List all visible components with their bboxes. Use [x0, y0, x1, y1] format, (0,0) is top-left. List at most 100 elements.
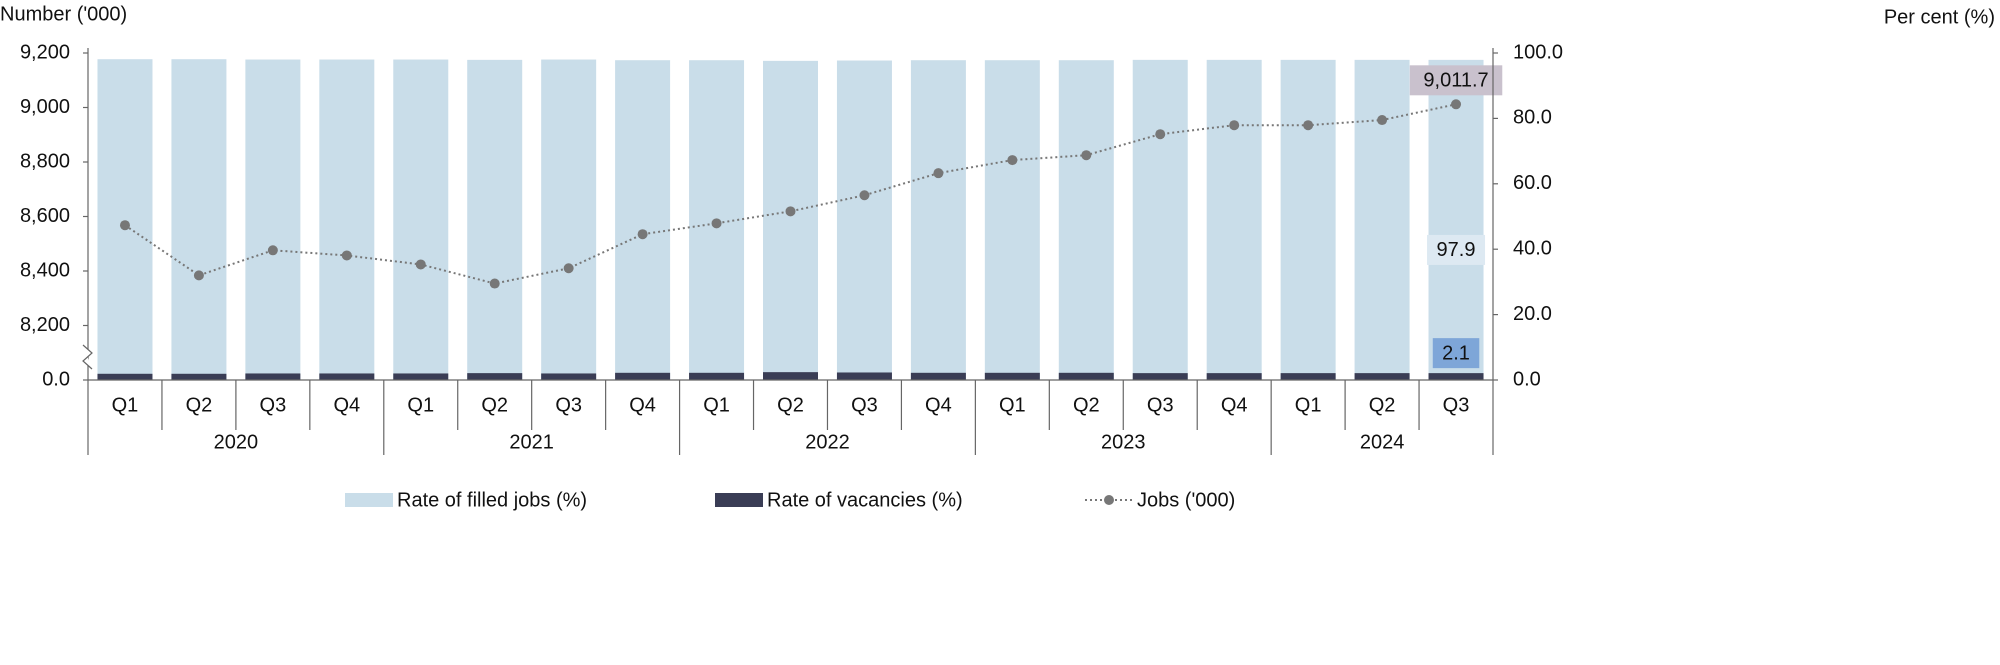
- bar: [319, 373, 375, 380]
- point: [637, 229, 648, 240]
- axis-break: [82, 344, 93, 370]
- point: [933, 168, 944, 179]
- bar: [467, 373, 523, 380]
- point: [711, 218, 722, 229]
- point: [119, 220, 130, 231]
- bar: [763, 372, 818, 380]
- x-tick-label: Q2: [1073, 394, 1100, 416]
- x-group-label: 2024: [1360, 431, 1405, 453]
- legend-swatch: [345, 493, 393, 507]
- legend-marker: [1104, 495, 1114, 505]
- point: [563, 263, 574, 274]
- y-tick-label: 8,800: [20, 150, 70, 172]
- point: [859, 190, 870, 201]
- point: [1007, 155, 1018, 166]
- x-tick-label: Q3: [1147, 394, 1174, 416]
- bar: [1058, 372, 1114, 380]
- y-tick-label: 8,400: [20, 259, 70, 281]
- x-tick-label: Q2: [481, 394, 508, 416]
- bar: [171, 59, 227, 380]
- bar: [763, 60, 818, 381]
- x-tick-label: Q2: [1369, 394, 1396, 416]
- bar: [1206, 373, 1262, 380]
- bar: [910, 60, 966, 380]
- x-tick-label: Q1: [999, 394, 1026, 416]
- point: [415, 259, 426, 270]
- y-tick-label: 8,200: [20, 314, 70, 336]
- bar: [1058, 60, 1114, 380]
- bar: [393, 373, 449, 380]
- point: [1377, 115, 1388, 126]
- data-label: 9,011.7: [1423, 70, 1488, 92]
- bar: [467, 59, 523, 380]
- data-label: 2.1: [1442, 342, 1470, 364]
- bar: [615, 60, 671, 380]
- y2-tick-label: 80.0: [1513, 107, 1552, 129]
- y2-tick-label: 60.0: [1513, 172, 1552, 194]
- bar: [541, 59, 597, 380]
- legend-swatch: [715, 493, 763, 507]
- point: [1229, 120, 1240, 131]
- x-group-label: 2021: [509, 431, 554, 453]
- point: [341, 250, 352, 261]
- x-tick-label: Q2: [186, 394, 213, 416]
- y-tick-label: 9,000: [20, 96, 70, 118]
- y2-tick-label: 0.0: [1513, 368, 1541, 390]
- point: [1081, 150, 1092, 161]
- bar: [689, 372, 745, 380]
- bar: [1428, 373, 1484, 380]
- bar: [541, 373, 597, 380]
- x-tick-label: Q1: [407, 394, 434, 416]
- x-tick-label: Q4: [925, 394, 952, 416]
- legend-label: Rate of vacancies (%): [767, 489, 963, 511]
- y-tick-label: 9,200: [20, 41, 70, 63]
- x-tick-label: Q4: [1221, 394, 1248, 416]
- bar: [984, 372, 1040, 380]
- bar: [97, 59, 153, 380]
- data-label-box: [1427, 234, 1486, 265]
- y2-axis-title: Per cent (%): [1884, 6, 1995, 28]
- y2-tick-label: 20.0: [1513, 303, 1552, 325]
- y-axis-title: Number ('000): [0, 3, 127, 25]
- x-tick-label: Q3: [260, 394, 287, 416]
- point: [1155, 129, 1166, 140]
- bar: [1354, 59, 1410, 380]
- x-tick-label: Q3: [555, 394, 582, 416]
- x-tick-label: Q1: [703, 394, 730, 416]
- bar: [1132, 59, 1188, 380]
- x-tick-label: Q4: [333, 394, 360, 416]
- bar: [910, 372, 966, 380]
- point: [1303, 120, 1314, 131]
- y-tick-label: 8,600: [20, 205, 70, 227]
- bar: [171, 373, 227, 380]
- x-tick-label: Q2: [777, 394, 804, 416]
- bar: [1428, 59, 1484, 380]
- bar: [615, 372, 671, 380]
- x-group-label: 2020: [214, 431, 259, 453]
- bar: [245, 373, 301, 380]
- point: [193, 270, 204, 281]
- legend-label: Rate of filled jobs (%): [397, 489, 587, 511]
- bar: [1280, 373, 1336, 380]
- bar: [1132, 373, 1188, 380]
- bar: [393, 59, 449, 380]
- y2-tick-label: 40.0: [1513, 237, 1552, 259]
- data-label-box: [1409, 65, 1503, 96]
- point: [1451, 99, 1462, 110]
- bar: [245, 59, 301, 380]
- point: [267, 245, 278, 256]
- x-tick-label: Q3: [851, 394, 878, 416]
- x-tick-label: Q4: [629, 394, 656, 416]
- x-group-label: 2022: [805, 431, 850, 453]
- x-group-label: 2023: [1101, 431, 1146, 453]
- x-tick-label: Q1: [1295, 394, 1322, 416]
- bar: [1354, 373, 1410, 380]
- bar: [1280, 59, 1336, 380]
- bar: [836, 372, 892, 380]
- bar: [97, 373, 153, 380]
- bar: [1206, 59, 1262, 380]
- bar: [319, 59, 375, 380]
- y-tick-label: 0.0: [42, 368, 70, 390]
- x-tick-label: Q3: [1443, 394, 1470, 416]
